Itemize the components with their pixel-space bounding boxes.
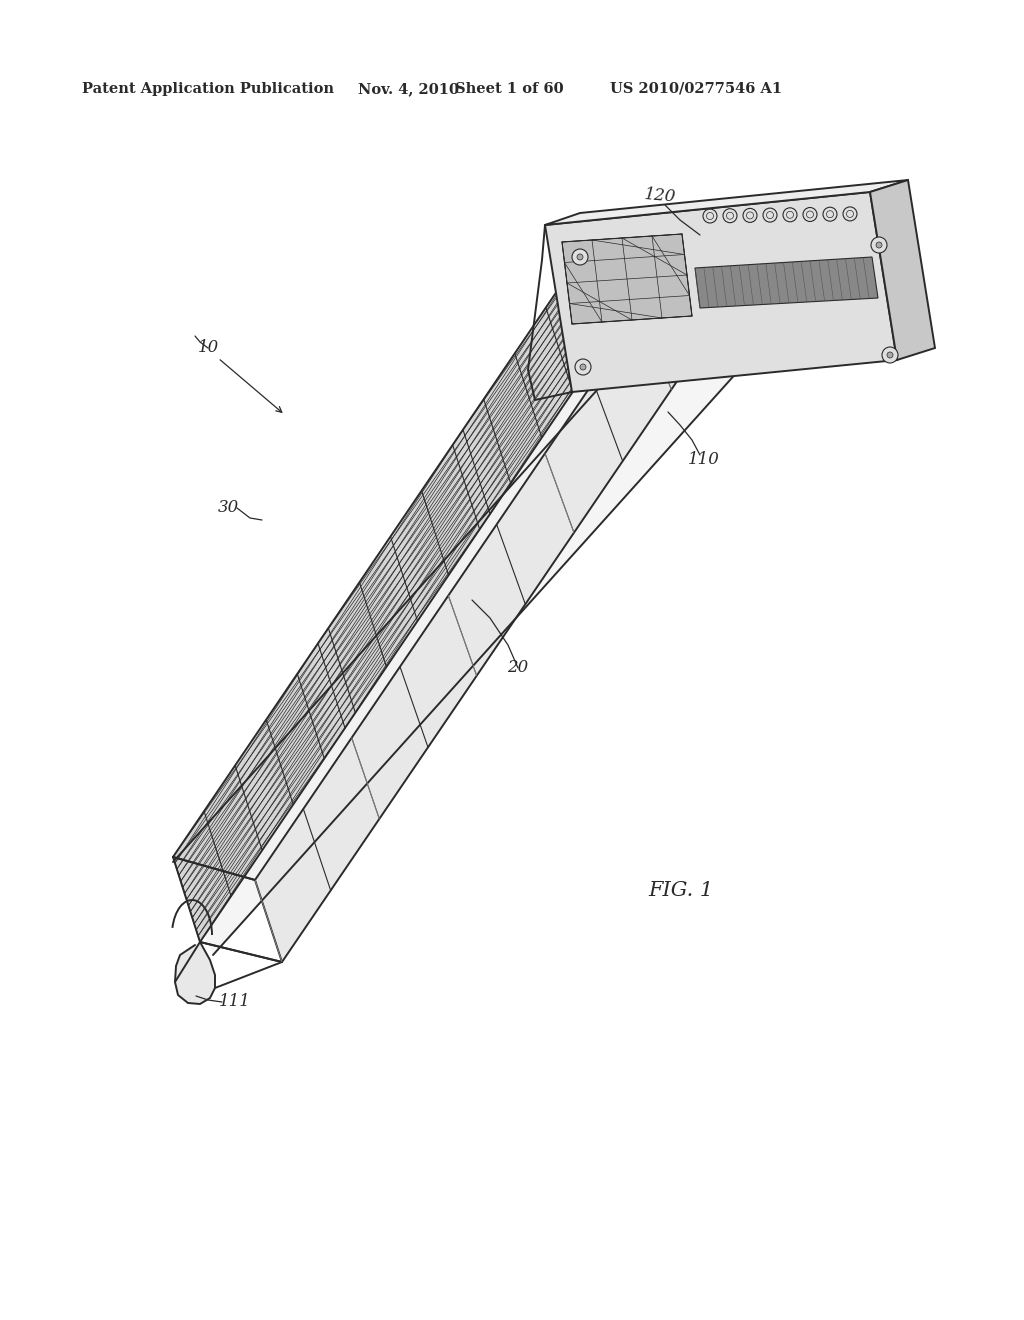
- Polygon shape: [175, 942, 215, 1005]
- Polygon shape: [255, 240, 720, 962]
- Text: Nov. 4, 2010: Nov. 4, 2010: [358, 82, 459, 96]
- Circle shape: [575, 359, 591, 375]
- Text: 120: 120: [643, 186, 677, 206]
- Polygon shape: [545, 180, 908, 224]
- Text: 30: 30: [217, 499, 239, 516]
- Polygon shape: [173, 222, 793, 954]
- Text: 111: 111: [219, 994, 251, 1011]
- Text: 10: 10: [198, 339, 219, 356]
- Polygon shape: [173, 216, 690, 880]
- Polygon shape: [695, 257, 878, 308]
- Polygon shape: [173, 216, 635, 942]
- Polygon shape: [545, 191, 897, 392]
- Circle shape: [572, 249, 588, 265]
- Polygon shape: [562, 234, 692, 323]
- Text: Sheet 1 of 60: Sheet 1 of 60: [455, 82, 563, 96]
- Text: 110: 110: [688, 451, 720, 469]
- Circle shape: [580, 364, 586, 370]
- Circle shape: [871, 238, 887, 253]
- Circle shape: [876, 242, 882, 248]
- Circle shape: [577, 253, 583, 260]
- Text: FIG. 1: FIG. 1: [648, 880, 713, 899]
- Text: 20: 20: [507, 660, 528, 676]
- Polygon shape: [870, 180, 935, 360]
- Circle shape: [882, 347, 898, 363]
- Text: US 2010/0277546 A1: US 2010/0277546 A1: [610, 82, 782, 96]
- Circle shape: [887, 352, 893, 358]
- Text: Patent Application Publication: Patent Application Publication: [82, 82, 334, 96]
